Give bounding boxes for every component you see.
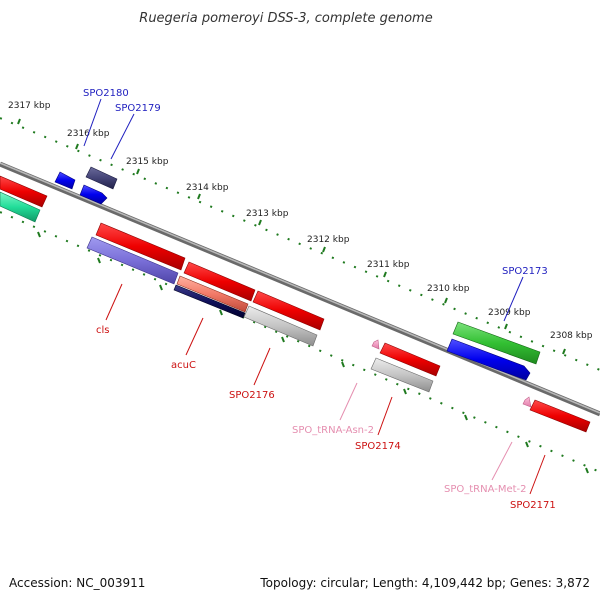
- gene-label-spo2171[interactable]: SPO2171: [510, 500, 556, 511]
- gene-cls: [86, 236, 179, 285]
- gene-spo2180: [54, 171, 76, 190]
- outer-tick-track: [0, 117, 600, 371]
- gene-spo2179: [79, 184, 108, 205]
- gene-label-spo2179[interactable]: SPO2179: [115, 103, 161, 114]
- kbp-labels: 2317 kbp 2316 kbp 2315 kbp 2314 kbp 2313…: [8, 101, 593, 341]
- genome-summary-text: Topology: circular; Length: 4,109,442 bp…: [259, 576, 590, 590]
- gene-trna-asn: [371, 339, 380, 350]
- inner-major-ticks: [37, 231, 589, 474]
- gene-spo2173: [446, 338, 531, 381]
- kbp-label: 2309 kbp: [488, 308, 531, 318]
- kbp-label: 2308 kbp: [550, 331, 593, 341]
- gene-cls-red: [95, 222, 186, 271]
- kbp-label: 2312 kbp: [307, 235, 350, 245]
- accession-text: Accession: NC_003911: [9, 576, 145, 590]
- map-title: Ruegeria pomeroyi DSS-3, complete genome: [139, 11, 432, 26]
- gene-label-cls[interactable]: cls: [96, 325, 110, 336]
- gene-spo2173-green: [452, 321, 541, 365]
- inner-tick-track: [0, 211, 600, 473]
- kbp-label: 2317 kbp: [8, 101, 51, 111]
- gene-trna-met: [522, 396, 532, 408]
- gene-acuc: [176, 275, 249, 313]
- kbp-label: 2311 kbp: [367, 260, 410, 270]
- gene-spo2171: [529, 399, 591, 433]
- outer-major-ticks: [17, 118, 566, 355]
- gene-spo2179-upper: [85, 166, 118, 190]
- kbp-label: 2315 kbp: [126, 157, 169, 167]
- genome-backbone: [0, 161, 600, 417]
- gene-partial-teal: [0, 191, 41, 223]
- gene-acuc-red: [183, 261, 256, 302]
- gene-spo2176: [243, 305, 318, 347]
- gene-spo2174: [370, 357, 434, 393]
- gene-label-spo2173[interactable]: SPO2173: [502, 266, 548, 277]
- outer-minor-ticks: [0, 117, 600, 371]
- leader-lines: [83, 98, 546, 495]
- gene-label-spo2176[interactable]: SPO2176: [229, 390, 275, 401]
- gene-spo2176-red: [252, 290, 325, 331]
- gene-label-trna-met[interactable]: SPO_tRNA-Met-2: [444, 484, 527, 495]
- gene-label-trna-asn[interactable]: SPO_tRNA-Asn-2: [292, 425, 374, 436]
- gene-spo2174-red: [379, 342, 441, 377]
- gene-labels: SPO2180 SPO2179 SPO2173 cls acuC SPO2176…: [83, 88, 556, 511]
- kbp-label: 2314 kbp: [186, 183, 229, 193]
- inner-minor-ticks: [0, 211, 600, 473]
- kbp-label: 2313 kbp: [246, 209, 289, 219]
- kbp-label: 2310 kbp: [427, 284, 470, 294]
- gene-navy: [173, 284, 246, 319]
- gene-features: [0, 166, 591, 433]
- gene-label-spo2174[interactable]: SPO2174: [355, 441, 401, 452]
- gene-partial-red: [0, 175, 48, 208]
- gene-label-acuc[interactable]: acuC: [171, 360, 196, 371]
- gene-label-spo2180[interactable]: SPO2180: [83, 88, 129, 99]
